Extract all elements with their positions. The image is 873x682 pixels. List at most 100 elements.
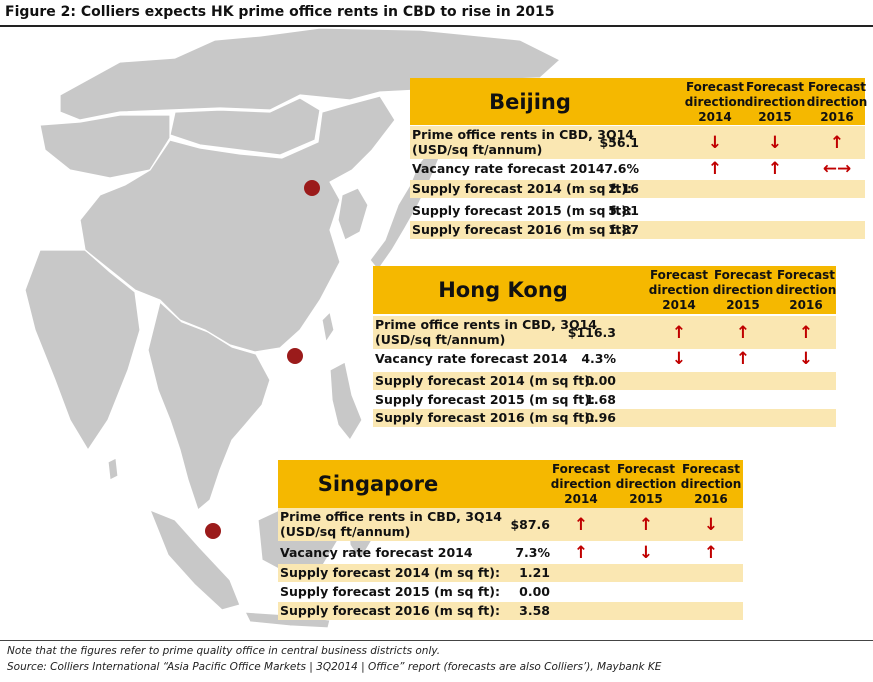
up-arrow-icon: ↑ xyxy=(638,515,654,535)
beijing-marker xyxy=(304,180,320,196)
figure-title: Figure 2: Colliers expects HK prime offi… xyxy=(5,4,555,20)
forecast-header-line: 2016 xyxy=(820,110,854,124)
row-label: Supply forecast 2014 (m sq ft): xyxy=(412,181,632,196)
forecast-header-line: Forecast xyxy=(807,80,867,94)
row-label: Vacancy rate forecast 2014 xyxy=(412,161,605,176)
row-label-line: Supply forecast 2016 (m sq ft): xyxy=(280,603,500,618)
forecast-direction-header: Forecast direction 2016 xyxy=(773,268,839,313)
philippines xyxy=(329,361,363,441)
mongolia xyxy=(169,97,321,156)
panel-header xyxy=(373,266,836,314)
row-label: Vacancy rate forecast 2014 xyxy=(375,351,568,366)
up-arrow-icon: ↑ xyxy=(671,323,687,343)
forecast-direction-header: Forecast direction 2014 xyxy=(646,268,712,313)
left-right-arrow-icon: ←→ xyxy=(822,159,852,179)
forecast-header-line: Forecast xyxy=(776,268,836,282)
row-value: 2.16 xyxy=(608,181,639,196)
row-label-line: (USD/sq ft/annum) xyxy=(412,142,543,157)
row-label: Prime office rents in CBD, 3Q14 (USD/sq f… xyxy=(280,509,502,539)
forecast-header-line: direction xyxy=(806,95,868,109)
forecast-direction-header: Forecast direction 2015 xyxy=(742,80,808,125)
hong-kong-marker xyxy=(287,348,303,364)
forecast-header-line: Forecast xyxy=(681,462,741,476)
row-value: 7.6% xyxy=(604,161,639,176)
row-label-line: Supply forecast 2016 (m sq ft): xyxy=(375,410,595,425)
table-row-shade xyxy=(410,126,865,159)
row-label: Vacancy rate forecast 2014 xyxy=(280,545,473,560)
row-label-line: Prime office rents in CBD, 3Q14 xyxy=(375,317,597,332)
forecast-header-line: Forecast xyxy=(713,268,773,282)
row-value: 0.00 xyxy=(519,584,550,599)
forecast-direction-header: Forecast direction 2015 xyxy=(710,268,776,313)
forecast-header-line: Forecast xyxy=(649,268,709,282)
india xyxy=(24,249,141,451)
forecast-header-line: Forecast xyxy=(551,462,611,476)
forecast-header-line: direction xyxy=(744,95,806,109)
row-value: 3.58 xyxy=(519,603,550,618)
sri-lanka xyxy=(107,457,119,481)
down-arrow-icon: ↓ xyxy=(707,133,723,153)
row-label: Supply forecast 2015 (m sq ft): xyxy=(375,392,595,407)
row-label-line: Prime office rents in CBD, 3Q14 xyxy=(280,509,502,524)
row-value: 0.00 xyxy=(585,373,616,388)
row-label-line: Vacancy rate forecast 2014 xyxy=(412,161,605,176)
table-row-shade xyxy=(373,372,836,390)
panel-header xyxy=(410,78,865,125)
forecast-header-line: direction xyxy=(712,283,774,297)
row-label: Supply forecast 2014 (m sq ft): xyxy=(280,565,500,580)
city-name: Hong Kong xyxy=(438,278,568,302)
forecast-header-line: 2016 xyxy=(789,298,823,312)
table-row-shade xyxy=(278,508,743,541)
up-arrow-icon: ↑ xyxy=(735,349,751,369)
up-arrow-icon: ↑ xyxy=(703,543,719,563)
row-value: $116.3 xyxy=(567,325,616,340)
forecast-header-line: direction xyxy=(615,477,677,491)
forecast-header-line: direction xyxy=(775,283,837,297)
city-name: Singapore xyxy=(317,472,439,496)
row-label-line: (USD/sq ft/annum) xyxy=(280,524,411,539)
forecast-header-line: 2014 xyxy=(662,298,696,312)
row-label-line: Prime office rents in CBD, 3Q14 xyxy=(412,127,634,142)
footnote: Note that the figures refer to prime qua… xyxy=(7,645,441,657)
down-arrow-icon: ↓ xyxy=(703,515,719,535)
china xyxy=(79,95,396,353)
table-row-shade xyxy=(410,221,865,239)
row-label-line: Supply forecast 2015 (m sq ft): xyxy=(280,584,500,599)
row-label-line: Vacancy rate forecast 2014 xyxy=(375,351,568,366)
up-arrow-icon: ↑ xyxy=(829,133,845,153)
row-label: Supply forecast 2016 (m sq ft): xyxy=(412,222,632,237)
up-arrow-icon: ↑ xyxy=(573,515,589,535)
up-arrow-icon: ↑ xyxy=(707,159,723,179)
down-arrow-icon: ↓ xyxy=(638,543,654,563)
row-label-line: Supply forecast 2016 (m sq ft): xyxy=(412,222,632,237)
southeast-asia xyxy=(147,301,271,511)
row-label: Supply forecast 2016 (m sq ft): xyxy=(280,603,500,618)
down-arrow-icon: ↓ xyxy=(798,349,814,369)
row-label: Supply forecast 2014 (m sq ft): xyxy=(375,373,595,388)
forecast-header-line: direction xyxy=(680,477,742,491)
row-value: 1.87 xyxy=(608,222,639,237)
up-arrow-icon: ↑ xyxy=(735,323,751,343)
down-arrow-icon: ↓ xyxy=(767,133,783,153)
row-value: 1.21 xyxy=(519,565,550,580)
forecast-direction-header: Forecast direction 2016 xyxy=(678,462,744,507)
row-label-line: Supply forecast 2015 (m sq ft): xyxy=(375,392,595,407)
footer-divider xyxy=(0,640,873,641)
forecast-header-line: direction xyxy=(550,477,612,491)
row-value: $87.6 xyxy=(510,517,550,532)
forecast-header-line: direction xyxy=(648,283,710,297)
row-label: Prime office rents in CBD, 3Q14 (USD/sq f… xyxy=(412,127,634,157)
table-row-shade xyxy=(410,180,865,198)
row-label: Supply forecast 2016 (m sq ft): xyxy=(375,410,595,425)
table-row-shade xyxy=(278,564,743,582)
city-name: Beijing xyxy=(489,89,571,114)
forecast-header-line: Forecast xyxy=(616,462,676,476)
row-value: 7.3% xyxy=(515,545,550,560)
table-row-shade xyxy=(373,316,836,349)
row-label-line: Vacancy rate forecast 2014 xyxy=(280,545,473,560)
table-row-shade xyxy=(373,409,836,427)
forecast-direction-header: Forecast direction 2014 xyxy=(548,462,614,507)
forecast-header-line: 2014 xyxy=(698,110,732,124)
down-arrow-icon: ↓ xyxy=(671,349,687,369)
row-label: Supply forecast 2015 (m sq ft): xyxy=(412,203,632,218)
